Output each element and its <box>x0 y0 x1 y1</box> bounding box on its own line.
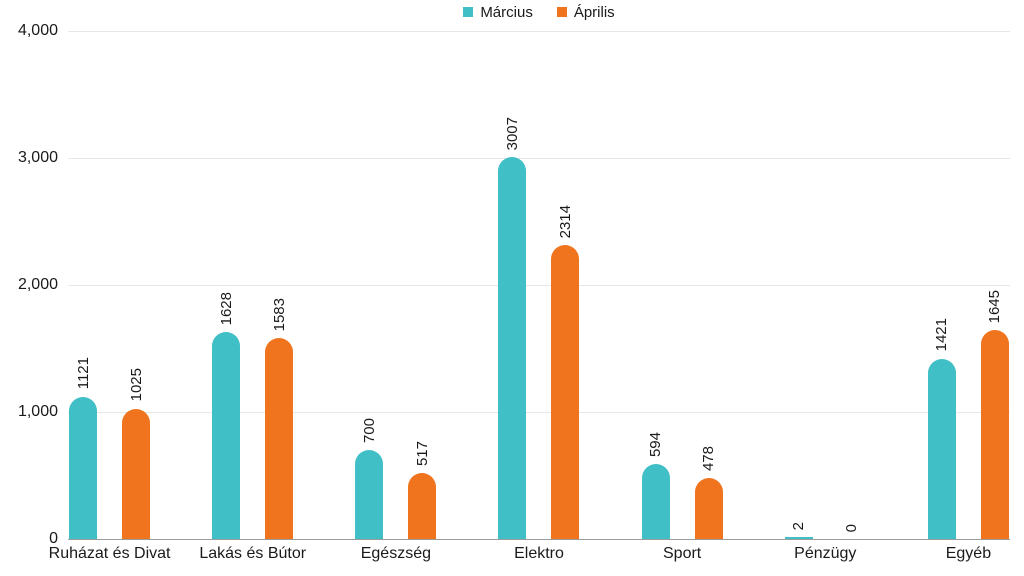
barwrap-marcius-elektro: 3007 <box>498 31 527 539</box>
bar-aprilis-egeszseg <box>408 473 437 539</box>
bar-value-label: 1583 <box>270 297 288 331</box>
x-category-label-penzugy: Pénzügy <box>794 545 857 562</box>
y-tick-label: 2,000 <box>17 276 58 293</box>
bar-group-ruhazat-es-divat: 1121 1025 <box>38 31 181 539</box>
bar-group-sport: 594 478 <box>611 31 754 539</box>
bar-group-elektro: 3007 2314 <box>467 31 610 539</box>
y-tick-label: 4,000 <box>17 22 58 39</box>
bar-group-lakas-es-butor: 1628 1583 <box>181 31 324 539</box>
bar-marcius-elektro <box>498 157 527 539</box>
y-axis: 4,000 3,000 2,000 1,000 0 <box>0 0 60 576</box>
bar-marcius-penzugy <box>784 537 813 539</box>
barwrap-marcius-lakas-es-butor: 1628 <box>212 31 241 539</box>
gridline <box>68 412 1010 413</box>
gridline <box>68 285 1010 286</box>
x-axis-baseline <box>68 539 1010 540</box>
x-category-label-lakas-es-butor: Lakás és Bútor <box>199 545 307 562</box>
barwrap-aprilis-lakas-es-butor: 1583 <box>265 31 294 539</box>
x-category-label-elektro: Elektro <box>514 545 564 562</box>
barwrap-marcius-ruhazat-es-divat: 1121 <box>69 31 98 539</box>
bar-group-egeszseg: 700 517 <box>324 31 467 539</box>
legend-swatch-marcius-icon <box>463 7 474 17</box>
x-category-label-egeszseg: Egészség <box>360 545 431 562</box>
bar-value-label: 3007 <box>503 116 521 151</box>
barwrap-marcius-penzugy: 2 <box>784 31 813 539</box>
y-tick-label: 0 <box>49 530 58 547</box>
bar-group-egyeb: 1421 1645 <box>897 31 1024 539</box>
plot-area <box>68 31 1010 540</box>
bar-marcius-ruhazat-es-divat <box>69 396 98 539</box>
bar-value-label: 1121 <box>74 357 92 390</box>
barwrap-aprilis-ruhazat-es-divat: 1025 <box>122 31 151 539</box>
bar-value-label: 478 <box>700 446 718 472</box>
bar-aprilis-elektro <box>551 245 580 539</box>
gridline <box>68 158 1010 159</box>
bar-aprilis-sport <box>694 478 723 539</box>
bar-value-label: 517 <box>413 441 431 467</box>
barwrap-aprilis-elektro: 2314 <box>551 31 580 539</box>
legend-label-marcius: Március <box>480 3 533 21</box>
bar-marcius-egeszseg <box>355 450 384 539</box>
bar-value-label: 0 <box>843 523 861 532</box>
x-category-label-sport: Sport <box>663 545 702 562</box>
barwrap-marcius-egeszseg: 700 <box>355 31 384 539</box>
bar-value-label: 700 <box>360 418 378 444</box>
barwrap-aprilis-egeszseg: 517 <box>408 31 437 539</box>
chart-legend: Március Április <box>68 2 1010 22</box>
bar-value-label: 1645 <box>986 289 1004 324</box>
bar-value-label: 1421 <box>933 318 951 352</box>
legend-swatch-aprilis-icon <box>556 7 567 17</box>
legend-item-aprilis: Április <box>556 3 615 21</box>
x-axis-labels: Ruházat és Divat Lakás és Bútor Egészség El… <box>38 545 1024 563</box>
y-tick-label: 1,000 <box>17 403 58 420</box>
bar-aprilis-egyeb <box>980 330 1009 539</box>
x-category-label-egyeb: Egyéb <box>945 545 992 562</box>
bar-value-label: 594 <box>647 431 665 457</box>
bar-marcius-lakas-es-butor <box>212 332 241 539</box>
bar-value-label: 2 <box>790 521 808 530</box>
bar-aprilis-ruhazat-es-divat <box>122 408 151 539</box>
bar-aprilis-lakas-es-butor <box>265 337 294 539</box>
bar-value-label: 2314 <box>556 204 574 239</box>
bar-value-label: 1025 <box>127 368 145 402</box>
bar-value-label: 1628 <box>217 291 235 326</box>
bar-marcius-egyeb <box>927 358 956 539</box>
y-tick-label: 3,000 <box>17 149 58 166</box>
x-category-label-ruhazat-es-divat: Ruházat és Divat <box>48 545 171 562</box>
legend-item-marcius: Március <box>463 4 533 21</box>
barwrap-aprilis-sport: 478 <box>694 31 723 539</box>
barwrap-marcius-sport: 594 <box>641 31 670 539</box>
legend-label-aprilis: Április <box>573 3 615 21</box>
gridline <box>68 31 1010 32</box>
barwrap-marcius-egyeb: 1421 <box>927 31 956 539</box>
bars-area: 1121 1025 1628 1583 700 517 3007 2314 594 478 2 0 14… <box>38 31 1024 539</box>
barwrap-aprilis-egyeb: 1645 <box>980 31 1009 539</box>
barwrap-aprilis-penzugy: 0 <box>838 31 866 539</box>
bar-marcius-sport <box>641 463 670 539</box>
